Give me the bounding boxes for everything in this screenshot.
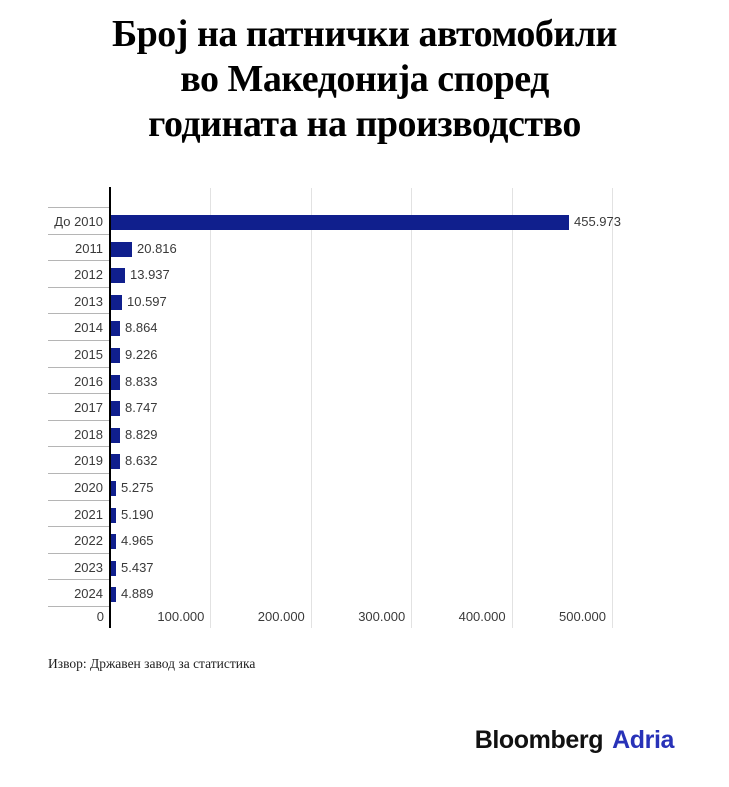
- category-label: 2023: [74, 559, 103, 575]
- category-label: 2015: [74, 347, 103, 362]
- value-label: 8.747: [125, 400, 158, 416]
- category-label: 2013: [74, 293, 103, 309]
- title-line-2: во Македонија според: [180, 58, 549, 100]
- category-tick-line: [48, 419, 110, 421]
- bar-2013: [111, 294, 122, 310]
- source-note: Извор: Државен завод за статистика: [48, 656, 256, 671]
- value-label: 4.965: [121, 533, 154, 549]
- value-label: 4.889: [121, 586, 154, 602]
- category-tick-line: [48, 446, 110, 448]
- bar-2018: [111, 427, 120, 443]
- category-tick-line: [48, 366, 110, 368]
- value-label: 5.190: [121, 506, 154, 522]
- bar-2024: [111, 587, 116, 603]
- x-axis-label: 500.000: [559, 609, 606, 624]
- bar-2020: [111, 481, 116, 496]
- bloomberg-adria-logo: Bloomberg Adria: [474, 726, 675, 755]
- bar-2016: [111, 374, 120, 390]
- value-label: 8.864: [125, 320, 158, 336]
- category-label: 2017: [74, 400, 103, 416]
- category-label: До 2010: [54, 214, 103, 229]
- value-label: 8.833: [125, 373, 158, 389]
- bar-2014: [111, 321, 120, 337]
- x-axis-label: 200.000: [257, 609, 305, 624]
- title-line-1: Број на патнички автомобили: [112, 13, 617, 55]
- gridline-200.000: [310, 188, 312, 628]
- bar-2022: [111, 534, 116, 550]
- bar-2017: [111, 401, 120, 417]
- value-label: 9.226: [125, 347, 158, 362]
- logo-text-bloomberg: Bloomberg: [474, 726, 604, 754]
- x-axis-label: 400.000: [458, 609, 506, 624]
- category-label: 2011: [75, 240, 103, 256]
- category-label: 2022: [74, 533, 103, 549]
- category-tick-line: [48, 526, 110, 528]
- value-label: 20.816: [137, 240, 177, 256]
- value-label: 5.437: [121, 559, 154, 575]
- category-tick-line: [48, 393, 110, 395]
- category-tick-line: [48, 552, 110, 554]
- category-label: 2016: [74, 373, 103, 389]
- category-label: 2019: [74, 453, 103, 469]
- value-label: 13.937: [130, 267, 170, 283]
- gridline-100.000: [210, 188, 212, 628]
- category-label: 2024: [74, 586, 103, 602]
- category-label: 2021: [74, 506, 103, 522]
- logo-text-adria: Adria: [612, 726, 674, 754]
- value-label: 8.829: [125, 426, 158, 442]
- value-label: 455.973: [574, 214, 621, 229]
- category-tick-line: [48, 579, 110, 581]
- bar-2019: [111, 454, 120, 470]
- bar-До 2010: [111, 215, 569, 230]
- category-label: 2012: [74, 267, 103, 283]
- bar-2011: [111, 241, 132, 257]
- category-label: 2018: [74, 426, 103, 442]
- value-label: 5.275: [121, 480, 154, 495]
- category-tick-line: [48, 260, 110, 262]
- x-axis-label: 100.000: [157, 609, 205, 624]
- chart-title: Број на патнички автомобили во Македонија…: [0, 12, 729, 147]
- category-tick-line: [48, 313, 110, 315]
- category-tick-line: [48, 286, 110, 288]
- bar-2015: [111, 348, 120, 363]
- category-label: 2014: [74, 320, 103, 336]
- value-label: 10.597: [127, 293, 167, 309]
- bar-2023: [111, 560, 116, 576]
- gridline-300.000: [411, 188, 413, 628]
- y-axis-line: [109, 187, 111, 628]
- category-tick-line: [48, 207, 110, 208]
- bar-2012: [111, 268, 125, 284]
- category-label: 2020: [74, 480, 103, 495]
- title-line-3: годината на производство: [148, 103, 581, 145]
- bar-2021: [111, 507, 116, 523]
- category-tick-line: [48, 233, 110, 235]
- category-tick-line: [48, 473, 110, 474]
- category-tick-line: [48, 606, 110, 607]
- gridline-500.000: [612, 188, 613, 628]
- value-label: 8.632: [125, 453, 158, 469]
- gridline-400.000: [511, 188, 513, 628]
- category-tick-line: [48, 340, 110, 341]
- category-tick-line: [48, 499, 110, 501]
- x-axis-label: 300.000: [358, 609, 406, 624]
- x-axis-label: 0: [96, 609, 104, 624]
